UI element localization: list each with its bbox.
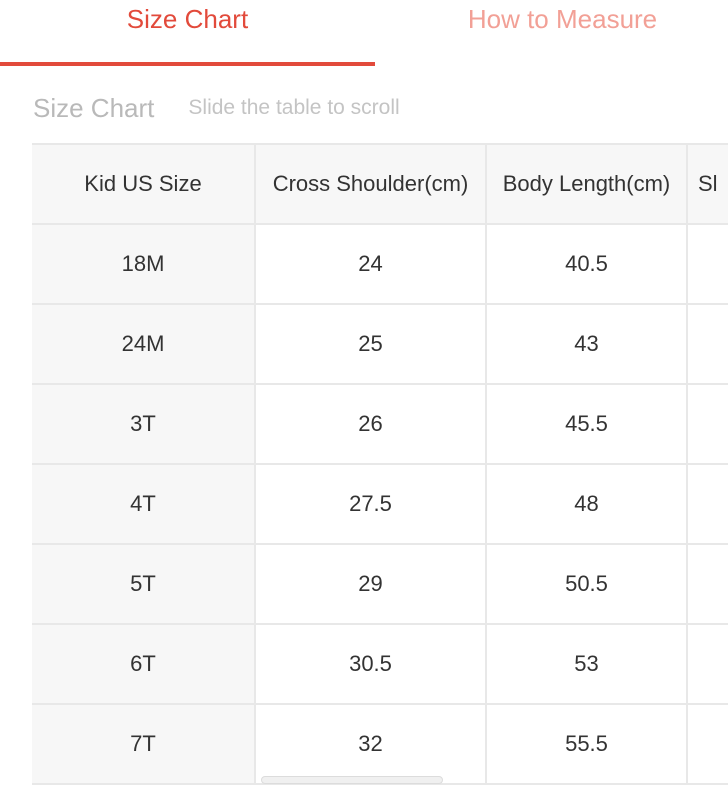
table-row: 3T 26 45.5 xyxy=(32,384,728,465)
table-row: 24M 25 43 xyxy=(32,304,728,385)
tab-size-chart-label: Size Chart xyxy=(126,4,249,34)
size-table: Kid US Size Cross Shoulder(cm) Body Leng… xyxy=(32,143,728,785)
table-row: 7T 32 55.5 xyxy=(32,704,728,785)
size-table-scroll-area[interactable]: Kid US Size Cross Shoulder(cm) Body Leng… xyxy=(32,143,728,785)
table-cell: 55.5 xyxy=(486,704,688,785)
table-cell: 3T xyxy=(32,384,256,465)
table-cell xyxy=(687,224,728,305)
table-cell: 27.5 xyxy=(255,464,487,545)
tab-how-to-measure-label: How to Measure xyxy=(467,4,658,34)
section-header: Size Chart Slide the table to scroll xyxy=(33,88,400,128)
column-header-sleeve: Sl xyxy=(687,143,728,225)
table-row: 5T 29 50.5 xyxy=(32,544,728,625)
table-cell: 18M xyxy=(32,224,256,305)
table-cell: 25 xyxy=(255,304,487,385)
table-cell xyxy=(687,704,728,785)
table-header-row: Kid US Size Cross Shoulder(cm) Body Leng… xyxy=(32,143,728,225)
section-title: Size Chart xyxy=(33,92,155,123)
table-row: 18M 24 40.5 xyxy=(32,224,728,305)
table-cell: 43 xyxy=(486,304,688,385)
table-cell: 45.5 xyxy=(486,384,688,465)
tab-bar: Size Chart How to Measure xyxy=(0,0,728,68)
table-cell: 29 xyxy=(255,544,487,625)
table-cell xyxy=(687,384,728,465)
table-cell: 7T xyxy=(32,704,256,785)
table-cell: 30.5 xyxy=(255,624,487,705)
table-cell: 40.5 xyxy=(486,224,688,305)
tab-size-chart[interactable]: Size Chart xyxy=(0,0,375,68)
column-header-cross-shoulder: Cross Shoulder(cm) xyxy=(255,143,487,225)
table-cell xyxy=(687,304,728,385)
table-cell: 24 xyxy=(255,224,487,305)
table-cell: 53 xyxy=(486,624,688,705)
scroll-hint: Slide the table to scroll xyxy=(188,96,400,119)
table-cell: 24M xyxy=(32,304,256,385)
table-row: 6T 30.5 53 xyxy=(32,624,728,705)
table-cell xyxy=(687,624,728,705)
table-cell xyxy=(687,464,728,545)
table-cell: 32 xyxy=(255,704,487,785)
table-row: 4T 27.5 48 xyxy=(32,464,728,545)
table-cell xyxy=(687,544,728,625)
table-cell: 26 xyxy=(255,384,487,465)
tab-how-to-measure[interactable]: How to Measure xyxy=(375,0,728,68)
column-header-body-length: Body Length(cm) xyxy=(486,143,688,225)
table-cell: 5T xyxy=(32,544,256,625)
table-cell: 6T xyxy=(32,624,256,705)
table-cell: 4T xyxy=(32,464,256,545)
table-cell: 50.5 xyxy=(486,544,688,625)
horizontal-scrollbar-thumb[interactable] xyxy=(261,776,443,784)
table-cell: 48 xyxy=(486,464,688,545)
column-header-kid-us-size: Kid US Size xyxy=(32,143,256,225)
active-tab-indicator xyxy=(0,62,375,66)
